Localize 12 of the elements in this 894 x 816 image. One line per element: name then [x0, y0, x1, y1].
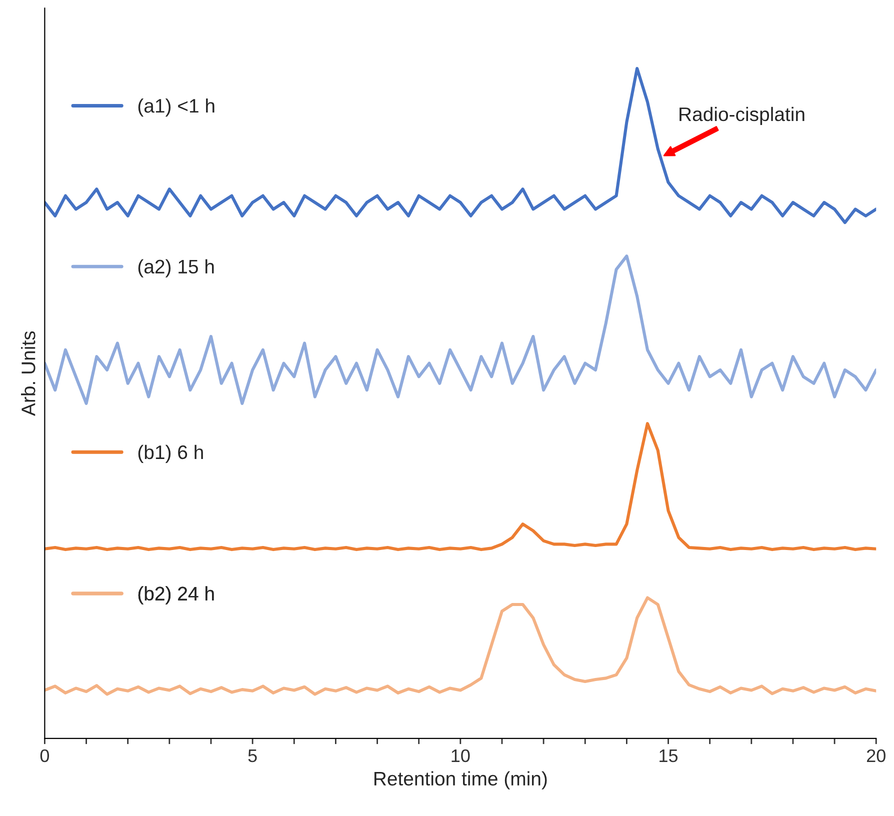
x-tick-label: 0 [40, 749, 50, 762]
x-tick-label: 10 [452, 749, 470, 762]
y-axis-title: Arb. Units [21, 331, 36, 416]
legend-label: (a2) 15 h [138, 259, 214, 278]
x-axis-title: Retention time (min) [374, 771, 547, 790]
legend-label: (b1) 6 h [138, 444, 203, 463]
legend-label: (a1) <1 h [138, 98, 214, 117]
annotation: Radio-cisplatin [680, 106, 804, 126]
x-tick-label: 5 [248, 750, 257, 762]
x-tick-label: 15 [660, 750, 678, 762]
legend-label: (b2) 24 h [138, 586, 214, 604]
x-tick-label: 20 [866, 749, 886, 762]
